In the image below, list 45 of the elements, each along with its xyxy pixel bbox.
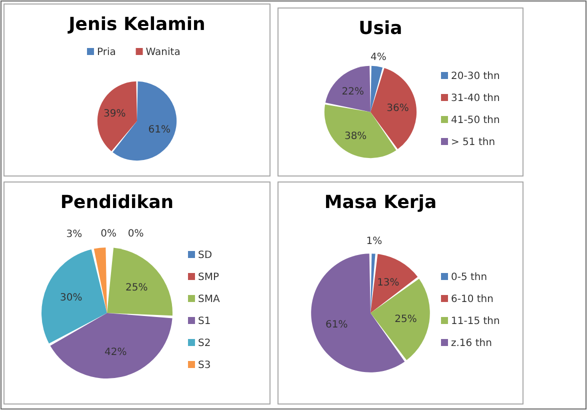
chart-title: Jenis Kelamin <box>66 14 206 35</box>
text: 0% <box>100 228 117 240</box>
pie-slice <box>370 254 418 313</box>
data-label: 39% <box>103 108 126 120</box>
pie-slice <box>325 66 370 112</box>
data-label: 42% <box>104 346 127 358</box>
legend-label: Wanita <box>146 47 180 58</box>
pie-slice <box>97 81 137 152</box>
pie-slice <box>370 66 383 112</box>
data-label: 4% <box>370 52 386 63</box>
pie-slice <box>50 313 172 378</box>
text: 0% <box>128 228 144 240</box>
data-label: 61% <box>148 124 171 136</box>
legend-label: SMP <box>198 272 220 283</box>
data-label: 30% <box>60 292 82 304</box>
data-label: 3% <box>66 229 82 240</box>
chart-title: Masa Kerja <box>324 192 437 213</box>
legend-label: 20-30 thn <box>451 71 500 82</box>
data-label: 22% <box>342 86 364 98</box>
legend-label: 41-50 thn <box>451 115 500 126</box>
legend-label: SMA <box>198 294 220 305</box>
pie-slice <box>42 249 107 344</box>
legend-label: S1 <box>198 316 211 327</box>
legend-label: 11-15 thn <box>451 316 500 327</box>
pie-slice <box>94 247 107 313</box>
data-label: 25% <box>126 282 148 294</box>
legend-label: 0-5 thn <box>451 272 488 283</box>
chart-title: Usia <box>358 18 402 39</box>
pie-slice <box>370 68 417 150</box>
data-label: 36% <box>386 102 409 114</box>
legend-label: Pria <box>97 47 116 58</box>
data-label: 13% <box>377 278 400 289</box>
legend-label: S2 <box>198 338 211 349</box>
legend-label: S3 <box>198 360 211 371</box>
data-label: 25% <box>394 314 417 325</box>
legend-label: > 51 thn <box>451 137 496 148</box>
data-label: 38% <box>344 130 367 142</box>
legend-label: 31-40 thn <box>451 93 500 104</box>
chart-title: Pendidikan <box>60 192 174 213</box>
legend-label: 6-10 thn <box>451 294 494 305</box>
legend-label: SD <box>198 250 212 261</box>
data-label: 1% <box>366 236 382 248</box>
legend-label: z.16 thn <box>451 338 492 349</box>
data-label: 61% <box>326 320 348 331</box>
pie-slice <box>370 278 430 360</box>
